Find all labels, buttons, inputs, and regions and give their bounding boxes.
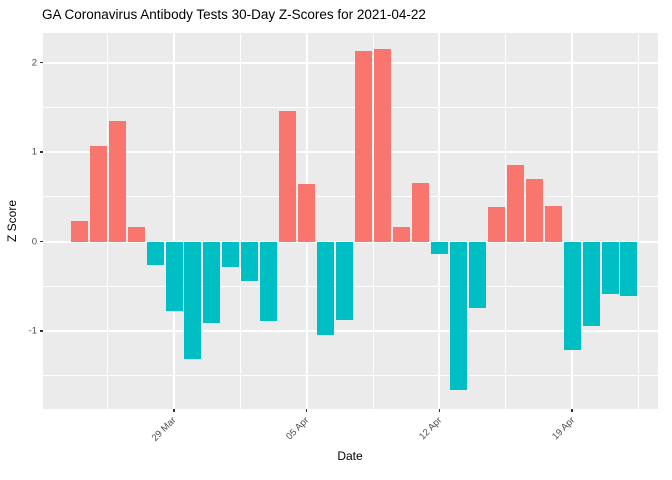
bar-2021-04-11 bbox=[411, 182, 429, 242]
bar-2021-04-06 bbox=[317, 241, 335, 335]
bar-2021-03-29 bbox=[165, 241, 183, 311]
bar-2021-04-04 bbox=[279, 110, 297, 242]
y-axis-title: Z Score bbox=[5, 199, 19, 243]
bar-2021-04-18 bbox=[544, 205, 562, 242]
y-tick-mark bbox=[40, 151, 43, 153]
bar-2021-04-07 bbox=[336, 241, 354, 321]
x-tick-label: 29 Mar bbox=[150, 415, 179, 444]
bar-2021-04-09 bbox=[374, 49, 392, 242]
bar-2021-04-20 bbox=[582, 241, 600, 326]
gridline-major-horizontal bbox=[43, 330, 658, 333]
bar-2021-04-14 bbox=[468, 241, 486, 308]
gridline-minor-horizontal bbox=[43, 196, 658, 198]
plot-panel bbox=[43, 33, 658, 409]
bar-2021-04-13 bbox=[449, 241, 467, 391]
x-tick-label: 05 Apr bbox=[284, 415, 312, 443]
bar-2021-04-02 bbox=[241, 241, 259, 281]
gridline-minor-vertical bbox=[637, 33, 639, 409]
x-tick-mark bbox=[571, 409, 573, 412]
x-axis-title: Date bbox=[337, 449, 363, 463]
y-tick-label: 1 bbox=[31, 146, 37, 158]
gridline-major-vertical bbox=[571, 33, 574, 409]
bar-2021-04-21 bbox=[601, 241, 619, 294]
gridline-major-horizontal bbox=[43, 61, 658, 64]
chart-title: GA Coronavirus Antibody Tests 30-Day Z-S… bbox=[42, 7, 426, 22]
y-tick-mark bbox=[40, 330, 43, 332]
bar-2021-03-30 bbox=[184, 241, 202, 359]
x-tick-label: 12 Apr bbox=[417, 415, 445, 443]
gridline-major-horizontal bbox=[43, 151, 658, 154]
bar-2021-04-22 bbox=[620, 241, 638, 297]
bar-2021-04-12 bbox=[430, 241, 448, 255]
bar-2021-04-01 bbox=[222, 241, 240, 267]
gridline-minor-horizontal bbox=[43, 375, 658, 377]
bar-2021-04-15 bbox=[487, 206, 505, 242]
x-tick-mark bbox=[305, 409, 308, 412]
y-tick-label: -1 bbox=[28, 325, 37, 337]
bar-2021-03-31 bbox=[203, 241, 221, 324]
bar-2021-03-27 bbox=[127, 227, 145, 242]
y-tick-mark bbox=[40, 240, 43, 243]
bar-2021-03-24 bbox=[70, 221, 88, 242]
bar-2021-04-05 bbox=[298, 184, 316, 242]
bar-2021-04-19 bbox=[563, 241, 581, 350]
bar-2021-03-25 bbox=[89, 145, 107, 242]
y-tick-label: 2 bbox=[31, 57, 37, 69]
gridline-minor-vertical bbox=[239, 33, 241, 409]
bar-2021-04-17 bbox=[525, 178, 543, 242]
gridline-major-vertical bbox=[173, 33, 176, 409]
gridline-major-vertical bbox=[438, 33, 441, 409]
bar-2021-03-28 bbox=[146, 241, 164, 265]
x-tick-label: 19 Apr bbox=[549, 415, 577, 443]
x-tick-mark bbox=[173, 409, 175, 412]
bar-2021-04-03 bbox=[260, 241, 278, 322]
bar-2021-04-10 bbox=[393, 227, 410, 242]
bar-2021-04-08 bbox=[355, 50, 373, 242]
gridline-minor-horizontal bbox=[43, 106, 658, 108]
gridline-minor-vertical bbox=[505, 33, 507, 409]
y-tick-mark bbox=[40, 61, 43, 64]
y-tick-label: 0 bbox=[31, 236, 37, 248]
x-tick-mark bbox=[438, 409, 441, 412]
gridline-minor-vertical bbox=[372, 33, 374, 409]
bar-2021-04-16 bbox=[506, 164, 524, 242]
gridline-minor-vertical bbox=[107, 33, 109, 409]
bar-2021-03-26 bbox=[108, 120, 126, 242]
